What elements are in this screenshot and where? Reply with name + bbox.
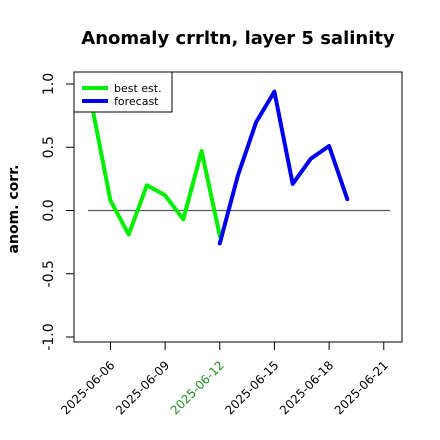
series-layer <box>90 89 350 246</box>
data-point-forecast <box>236 173 240 177</box>
data-point-best-est <box>127 232 131 237</box>
x-tick-label: 2025-06-09 <box>113 358 172 417</box>
data-point-best-est <box>145 183 149 187</box>
series-line-best-est <box>90 104 222 238</box>
data-point-forecast <box>218 241 222 245</box>
data-point-forecast <box>327 144 331 148</box>
legend: best est. forecast <box>73 71 173 113</box>
y-tick-label: 1.0 <box>41 73 57 95</box>
chart-title: Anomaly crrltn, layer 5 salinity <box>81 28 395 49</box>
data-point-best-est <box>181 217 185 221</box>
y-axis-label: anom. corr. <box>6 165 22 254</box>
data-point-forecast <box>345 197 349 201</box>
data-point-best-est <box>163 193 167 197</box>
series-line-forecast <box>217 89 350 246</box>
y-tick-label: 0.5 <box>41 136 57 158</box>
data-point-forecast <box>309 157 313 161</box>
x-axis: 2025-06-062025-06-092025-06-122025-06-15… <box>58 342 391 417</box>
plot-frame <box>73 71 403 343</box>
y-tick-label: -1.0 <box>41 323 57 350</box>
x-tick-label: 2025-06-18 <box>277 358 336 417</box>
legend-box <box>73 71 173 113</box>
y-tick-label: 0.0 <box>41 199 57 221</box>
data-point-best-est <box>108 198 113 202</box>
x-tick-label: 2025-06-12 <box>168 358 227 417</box>
data-point-forecast <box>291 182 295 186</box>
legend-label-forecast: forecast <box>114 95 159 108</box>
data-point-forecast <box>272 89 277 94</box>
y-tick-label: -0.5 <box>41 260 57 287</box>
data-point-best-est <box>199 149 204 153</box>
y-axis: -1.0 -0.5 0.0 0.5 1.0 <box>41 73 74 351</box>
x-tick-label: 2025-06-21 <box>332 358 391 417</box>
data-point-forecast <box>254 120 258 124</box>
x-tick-label: 2025-06-15 <box>222 358 281 417</box>
x-tick-label: 2025-06-06 <box>58 358 117 417</box>
legend-label-best-est: best est. <box>114 82 162 95</box>
